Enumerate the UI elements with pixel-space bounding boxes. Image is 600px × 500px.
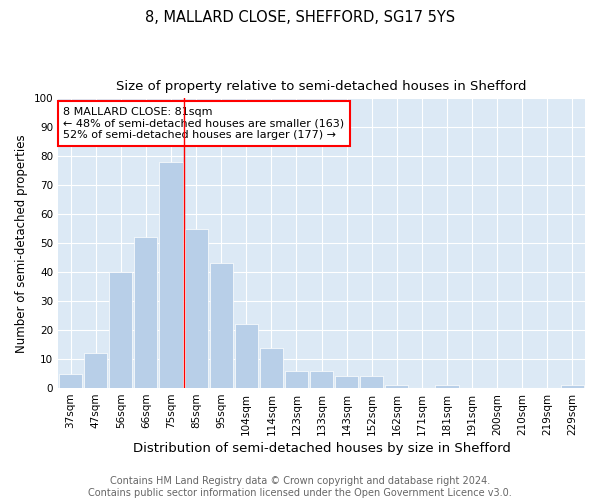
Bar — [185, 228, 208, 388]
Y-axis label: Number of semi-detached properties: Number of semi-detached properties — [15, 134, 28, 352]
Bar — [385, 385, 409, 388]
Bar — [160, 162, 182, 388]
Bar — [84, 354, 107, 388]
Text: 8, MALLARD CLOSE, SHEFFORD, SG17 5YS: 8, MALLARD CLOSE, SHEFFORD, SG17 5YS — [145, 10, 455, 25]
Bar — [285, 370, 308, 388]
Bar — [109, 272, 133, 388]
Bar — [59, 374, 82, 388]
Bar — [360, 376, 383, 388]
Bar — [209, 264, 233, 388]
X-axis label: Distribution of semi-detached houses by size in Shefford: Distribution of semi-detached houses by … — [133, 442, 511, 455]
Bar — [134, 238, 157, 388]
Bar — [561, 385, 584, 388]
Bar — [335, 376, 358, 388]
Text: 8 MALLARD CLOSE: 81sqm
← 48% of semi-detached houses are smaller (163)
52% of se: 8 MALLARD CLOSE: 81sqm ← 48% of semi-det… — [64, 107, 344, 140]
Bar — [436, 385, 458, 388]
Bar — [235, 324, 258, 388]
Bar — [260, 348, 283, 388]
Title: Size of property relative to semi-detached houses in Shefford: Size of property relative to semi-detach… — [116, 80, 527, 93]
Text: Contains HM Land Registry data © Crown copyright and database right 2024.
Contai: Contains HM Land Registry data © Crown c… — [88, 476, 512, 498]
Bar — [310, 370, 333, 388]
